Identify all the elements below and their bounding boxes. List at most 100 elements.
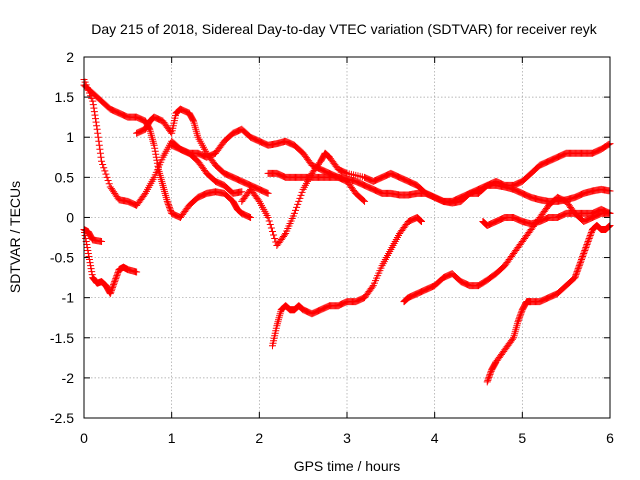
- data-point-marker: [92, 118, 100, 126]
- data-point-marker: [508, 335, 516, 343]
- data-point-marker: [108, 285, 116, 293]
- data-point-marker: [86, 259, 94, 267]
- data-point-marker: [84, 250, 92, 258]
- data-point-marker: [112, 273, 120, 281]
- data-point-marker: [114, 269, 122, 277]
- data-point-marker: [484, 375, 492, 383]
- data-point-marker: [581, 245, 589, 253]
- data-point-marker: [584, 239, 592, 247]
- data-point-marker: [113, 272, 121, 280]
- data-point-marker: [574, 265, 582, 273]
- data-point-marker: [164, 199, 172, 207]
- data-point-marker: [416, 216, 424, 224]
- data-point-marker: [98, 157, 106, 165]
- data-point-marker: [150, 141, 158, 149]
- data-point-marker: [164, 200, 172, 208]
- data-point-marker: [290, 209, 298, 217]
- data-point-marker: [140, 191, 148, 199]
- data-point-marker: [270, 231, 278, 239]
- data-point-marker: [110, 281, 118, 289]
- data-point-marker: [111, 276, 119, 284]
- data-point-marker: [163, 197, 171, 205]
- series-track-11: [483, 221, 614, 386]
- data-point-marker: [152, 153, 160, 161]
- data-point-marker: [167, 128, 175, 136]
- x-axis-label: GPS time / hours: [294, 458, 401, 474]
- data-point-marker: [96, 149, 104, 157]
- data-point-marker: [87, 262, 95, 270]
- data-point-marker: [571, 274, 579, 282]
- data-point-marker: [294, 200, 302, 208]
- data-point-marker: [94, 133, 102, 141]
- data-series: [80, 75, 614, 386]
- series-track-8: [264, 169, 614, 207]
- data-point-marker: [586, 233, 594, 241]
- data-point-marker: [517, 309, 525, 317]
- data-point-marker: [92, 115, 100, 123]
- data-point-marker: [97, 153, 105, 161]
- x-tick-labels: 0 1 2 3 4 5 6: [80, 430, 614, 446]
- data-point-marker: [151, 144, 159, 152]
- data-point-marker: [585, 235, 593, 243]
- data-point-marker: [238, 188, 246, 196]
- data-point-marker: [573, 269, 581, 277]
- data-point-marker: [151, 147, 159, 155]
- data-point-marker: [152, 150, 160, 158]
- data-point-marker: [89, 97, 97, 105]
- data-point-marker: [103, 173, 111, 181]
- data-point-marker: [582, 242, 590, 250]
- data-point-marker: [153, 156, 161, 164]
- data-point-marker: [484, 376, 492, 384]
- y-tick-label: -1.5: [50, 330, 74, 346]
- data-point-marker: [111, 278, 119, 286]
- data-point-marker: [189, 116, 197, 124]
- y-tick-label: 2: [66, 49, 74, 65]
- data-point-marker: [95, 141, 103, 149]
- data-point-marker: [417, 217, 425, 225]
- data-point-marker: [94, 129, 102, 137]
- series-track-9: [268, 213, 426, 350]
- data-point-marker: [154, 162, 162, 170]
- data-point-marker: [254, 196, 262, 204]
- plot-frame: [83, 56, 611, 419]
- data-point-marker: [96, 145, 104, 153]
- data-point-marker: [93, 125, 101, 133]
- data-point-marker: [571, 272, 579, 280]
- y-tick-label: 0.5: [55, 169, 75, 185]
- data-point-marker: [167, 206, 175, 214]
- data-point-marker: [578, 256, 586, 264]
- data-point-marker: [267, 224, 275, 232]
- data-point-marker: [291, 206, 299, 214]
- data-point-marker: [166, 205, 174, 213]
- data-point-marker: [89, 101, 97, 109]
- data-point-marker: [298, 188, 306, 196]
- data-point-marker: [297, 191, 305, 199]
- data-point-marker: [416, 216, 424, 224]
- data-point-marker: [247, 213, 255, 221]
- data-point-marker: [605, 222, 613, 230]
- data-point-marker: [514, 318, 522, 326]
- data-point-marker: [585, 236, 593, 244]
- data-point-marker: [583, 241, 591, 249]
- x-tick-label: 1: [168, 430, 176, 446]
- data-point-marker: [577, 257, 585, 265]
- data-point-marker: [486, 370, 494, 378]
- x-tick-label: 3: [343, 430, 351, 446]
- data-point-marker: [107, 288, 115, 296]
- y-axis-label: SDTVAR / TECUs: [7, 181, 23, 293]
- data-point-marker: [487, 369, 495, 377]
- data-point-marker: [110, 279, 118, 287]
- x-tick-label: 2: [255, 430, 263, 446]
- data-point-marker: [109, 282, 117, 290]
- data-point-marker: [90, 104, 98, 112]
- data-point-marker: [264, 189, 272, 197]
- data-point-marker: [517, 310, 525, 318]
- data-point-marker: [104, 177, 112, 185]
- y-tick-label: 0: [66, 209, 74, 225]
- data-point-marker: [88, 271, 96, 279]
- data-point-marker: [295, 197, 303, 205]
- data-point-marker: [133, 268, 141, 276]
- data-point-marker: [106, 290, 114, 298]
- data-point-marker: [485, 373, 493, 381]
